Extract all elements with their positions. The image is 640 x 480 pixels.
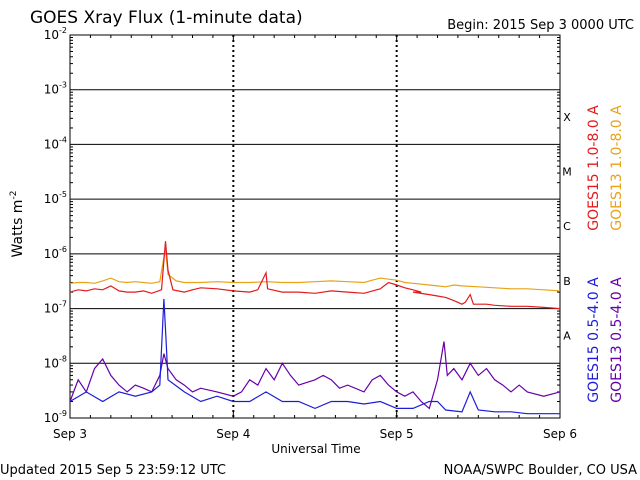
- series-layer: [70, 241, 560, 415]
- flare-class-label: B: [563, 275, 571, 288]
- y-tick-exponent: -2: [59, 26, 67, 35]
- legend-entry: GOES15 0.5-4.0 A: [586, 277, 602, 403]
- y-tick-mantissa: 10: [44, 192, 59, 206]
- flare-class-label: C: [563, 220, 571, 233]
- y-tick-exponent: -9: [59, 409, 67, 418]
- series-line: [70, 298, 560, 415]
- y-tick-exponent: -7: [59, 300, 67, 309]
- flare-class-label: X: [563, 111, 571, 124]
- y-tick-label: 10-9: [44, 409, 67, 425]
- y-tick-label: 10-4: [44, 135, 67, 151]
- y-tick-mantissa: 10: [44, 247, 59, 261]
- y-tick-label: 10-6: [44, 245, 67, 261]
- y-tick-label: 10-7: [44, 300, 67, 316]
- legend-entry: GOES13 1.0-8.0 A: [609, 105, 625, 231]
- chart-title: GOES Xray Flux (1-minute data): [30, 8, 303, 28]
- y-tick-label: 10-8: [44, 354, 67, 370]
- legend-entry: GOES13 0.5-4.0 A: [609, 277, 625, 403]
- y-tick-exponent: -6: [59, 245, 67, 254]
- series-line: [70, 341, 560, 410]
- plot-frame: [69, 34, 561, 419]
- y-tick-mantissa: 10: [44, 356, 59, 370]
- flare-class-labels: A B C M X: [562, 111, 572, 343]
- legend-entry: GOES15 1.0-8.0 A: [586, 105, 602, 231]
- x-tick-label: Sep 6: [543, 427, 577, 441]
- x-axis-label: Universal Time: [271, 442, 360, 456]
- footer-updated: Updated 2015 Sep 5 23:59:12 UTC: [0, 463, 226, 478]
- legend: GOES15 1.0-8.0 A GOES13 1.0-8.0 A GOES15 0…: [586, 105, 625, 403]
- y-axis-label-sup: -2: [9, 191, 19, 200]
- y-tick-label: 10-2: [44, 26, 67, 42]
- flare-class-label: A: [563, 330, 571, 343]
- y-tick-exponent: -5: [59, 190, 67, 199]
- y-tick-mantissa: 10: [44, 83, 59, 97]
- x-tick-labels: Sep 3 Sep 4 Sep 5 Sep 6: [53, 427, 577, 441]
- x-tick-label: Sep 5: [380, 427, 414, 441]
- y-tick-mantissa: 10: [44, 28, 59, 42]
- y-tick-exponent: -4: [59, 135, 67, 144]
- y-tick-exponent: -3: [59, 81, 67, 90]
- series-line: [70, 241, 560, 310]
- y-tick-mantissa: 10: [44, 302, 59, 316]
- y-tick-label: 10-5: [44, 190, 67, 206]
- flare-class-label: M: [562, 166, 572, 179]
- y-tick-label: 10-3: [44, 81, 67, 97]
- x-tick-label: Sep 3: [53, 427, 87, 441]
- y-axis-label: Watts m-2: [9, 191, 26, 258]
- series-line: [70, 247, 560, 292]
- y-axis-label-text: Watts m: [10, 200, 26, 258]
- y-tick-mantissa: 10: [44, 411, 59, 425]
- y-tick-labels: 10-910-810-710-610-510-410-310-2: [44, 26, 67, 425]
- footer-credit: NOAA/SWPC Boulder, CO USA: [444, 463, 637, 478]
- y-tick-mantissa: 10: [44, 137, 59, 151]
- plot-area: [69, 34, 561, 419]
- begin-label: Begin: 2015 Sep 3 0000 UTC: [447, 18, 634, 33]
- x-tick-label: Sep 4: [216, 427, 250, 441]
- y-tick-exponent: -8: [59, 354, 67, 363]
